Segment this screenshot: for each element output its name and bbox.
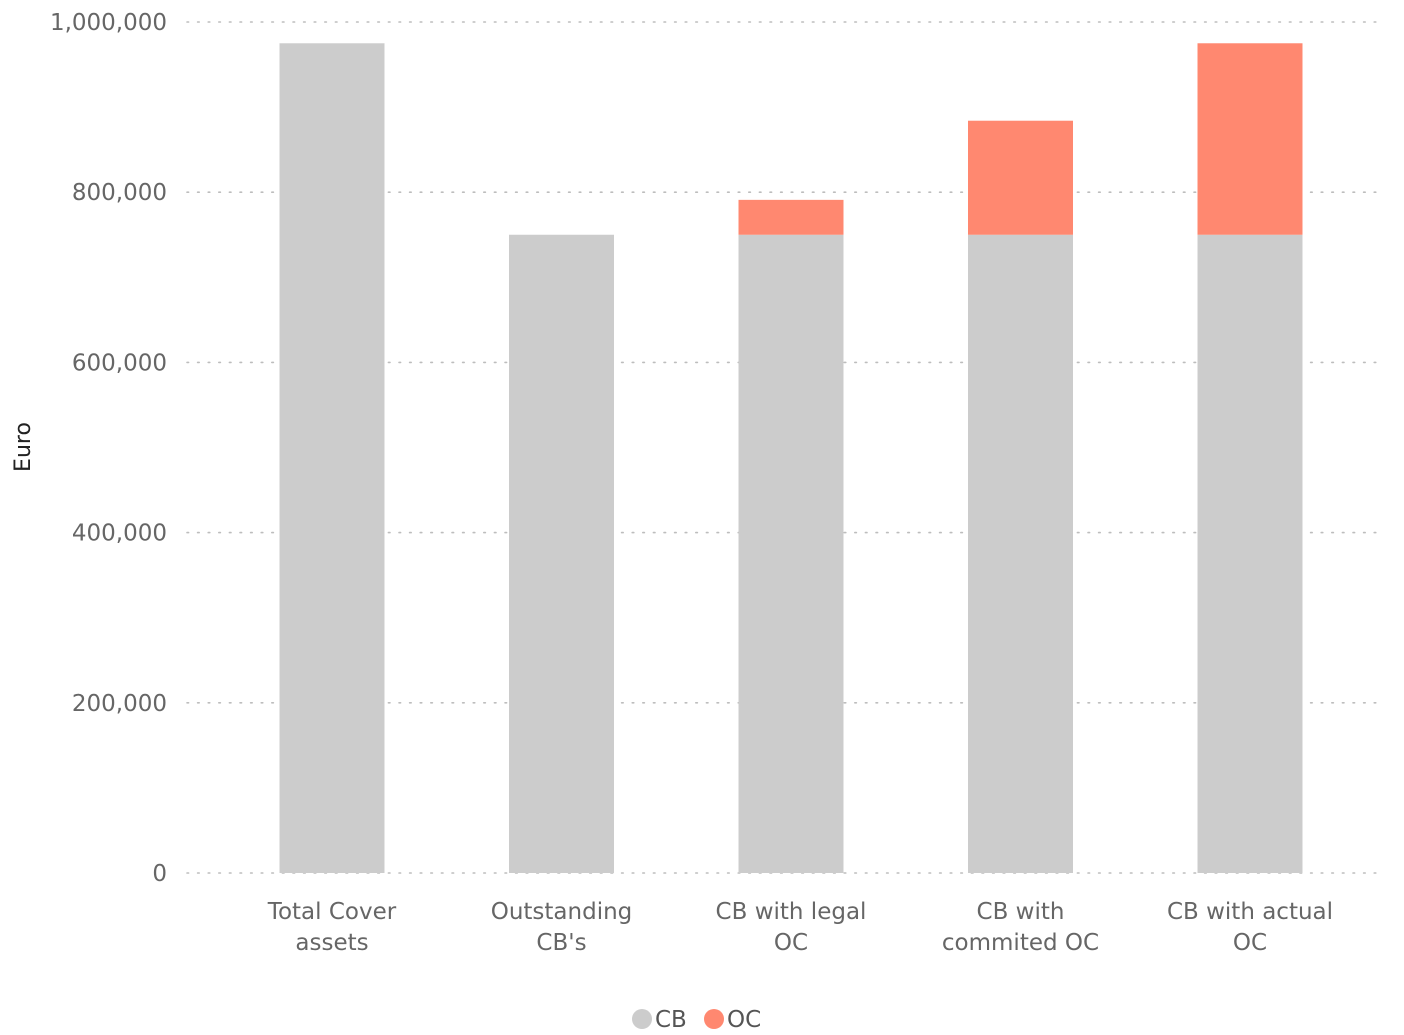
x-category-label: Outstanding CB's [491,899,633,956]
bar-cb-4 [1197,234,1303,873]
bar-cb-0 [279,43,385,873]
y-tick-label: 600,000 [72,350,167,376]
x-category-label: Total Cover assets [267,899,397,956]
y-tick-label: 0 [152,861,167,887]
bar-cb-1 [509,234,614,873]
bar-oc-3 [968,120,1073,235]
legend-marker-oc [704,1009,724,1029]
x-axis-categories: Total Cover assets Outstanding CB's CB with … [267,899,1333,956]
legend-label-cb: CB [655,1007,687,1033]
x-category-label: CB with actual OC [1167,899,1333,956]
legend: CB OC [632,1007,761,1033]
bars [279,43,1303,873]
x-category-label: CB with commited OC [942,899,1099,956]
bar-oc-4 [1197,43,1303,235]
legend-marker-cb [632,1009,652,1029]
y-tick-label: 200,000 [72,691,167,717]
y-tick-label: 800,000 [72,180,167,206]
legend-label-oc: OC [727,1007,761,1033]
y-tick-label: 400,000 [72,521,167,547]
bar-cb-3 [968,234,1073,873]
y-tick-label: 1,000,000 [50,10,167,36]
y-axis-title: Euro [11,422,36,472]
bar-cb-2 [738,234,844,873]
y-axis-ticks: 0 200,000 400,000 600,000 800,000 1,000,000 [50,10,167,887]
x-category-label: CB with legal OC [716,899,867,956]
bar-oc-2 [738,199,844,235]
